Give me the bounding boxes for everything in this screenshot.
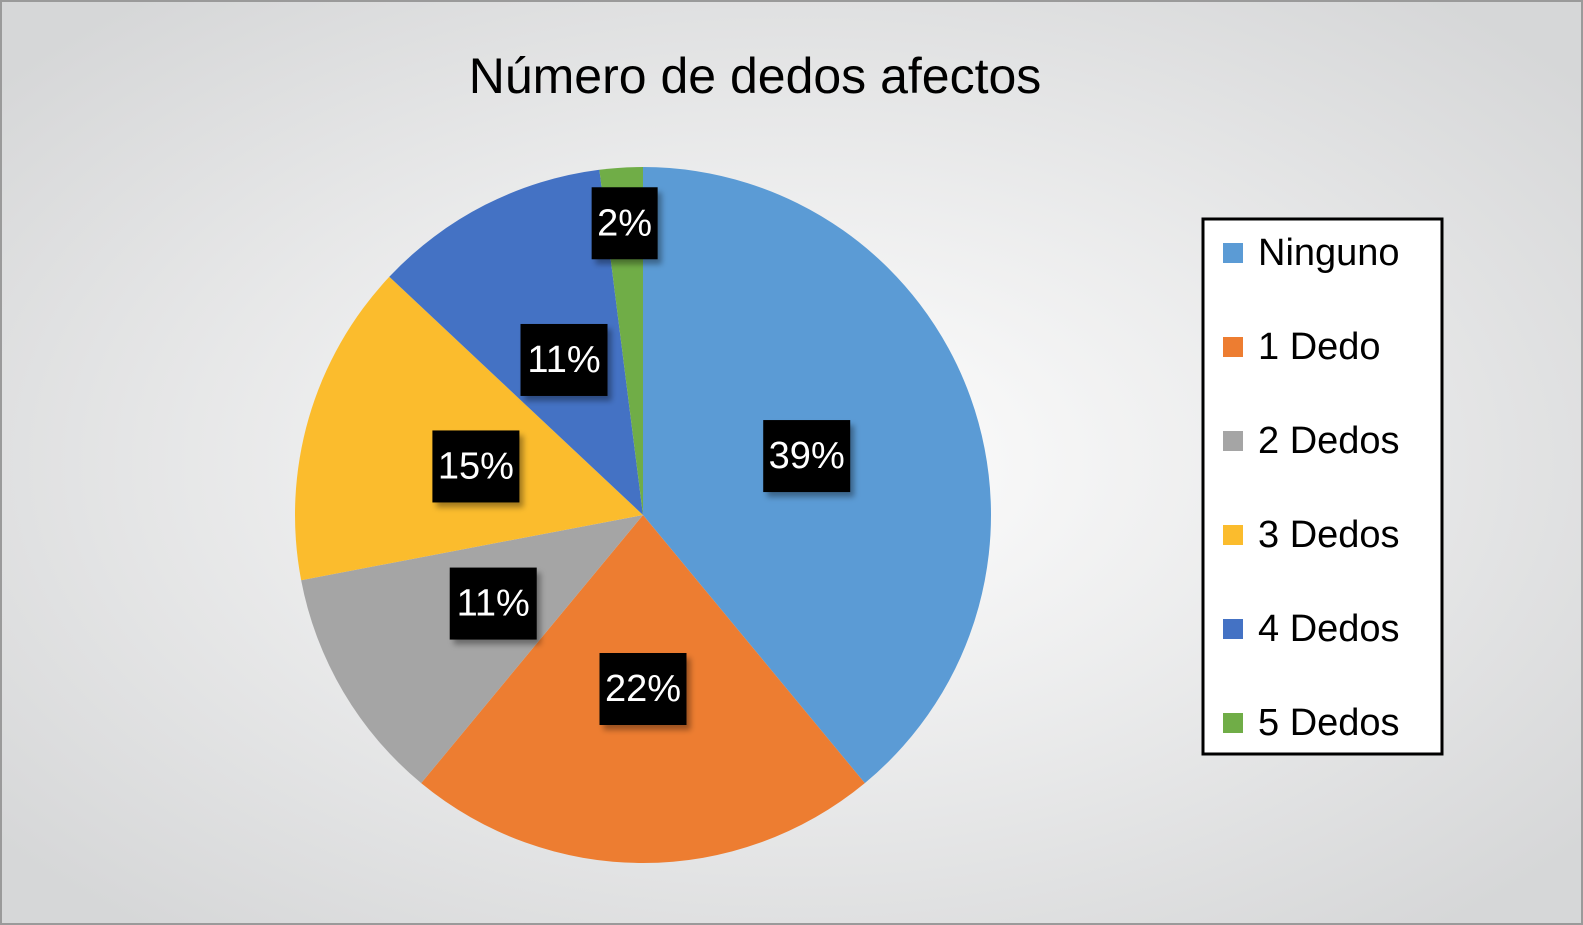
pie-slice — [301, 515, 643, 784]
legend-swatch — [1223, 337, 1243, 357]
data-label: 39% — [769, 435, 845, 477]
data-label-box — [520, 323, 608, 396]
data-label: 15% — [438, 445, 514, 487]
legend-swatch — [1223, 525, 1243, 545]
legend-label: 5 Dedos — [1258, 702, 1400, 744]
data-label-box — [591, 187, 658, 260]
legend-swatch — [1223, 431, 1243, 451]
data-label: 11% — [527, 339, 600, 381]
legend-label: 2 Dedos — [1258, 420, 1400, 462]
data-label-box — [432, 430, 520, 503]
data-label-box — [763, 420, 851, 493]
legend-label: Ninguno — [1258, 232, 1400, 274]
legend-swatch — [1223, 713, 1243, 733]
data-label: 2% — [597, 202, 652, 244]
data-label-box — [449, 567, 537, 640]
data-label: 22% — [605, 668, 681, 710]
legend-label: 4 Dedos — [1258, 608, 1400, 650]
chart-title: Número de dedos afectos — [469, 48, 1042, 104]
pie-slice — [389, 169, 643, 515]
legend-label: 1 Dedo — [1258, 326, 1381, 368]
legend-label: 3 Dedos — [1258, 514, 1400, 556]
legend-box — [1201, 217, 1444, 756]
data-label: 11% — [457, 583, 530, 625]
pie-slice — [295, 276, 643, 581]
legend-swatch — [1223, 619, 1243, 639]
legend-swatch — [1223, 243, 1243, 263]
data-label-box — [599, 653, 687, 725]
